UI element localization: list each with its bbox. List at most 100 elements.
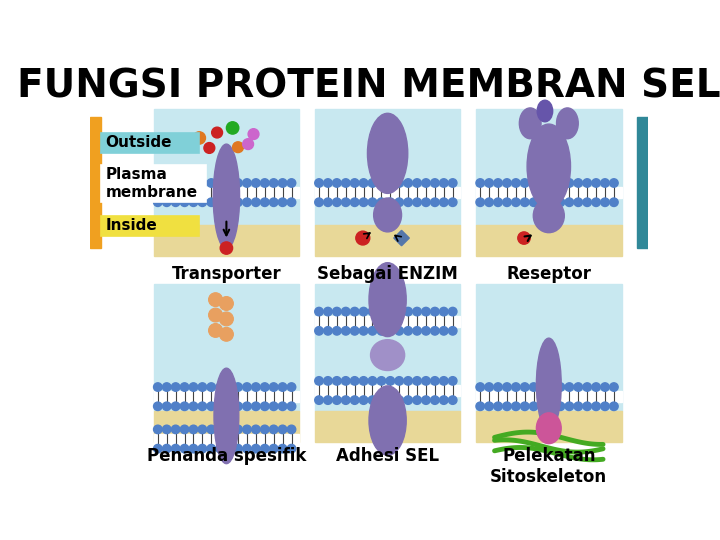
Circle shape	[565, 402, 574, 410]
Ellipse shape	[527, 124, 570, 209]
Circle shape	[180, 402, 189, 410]
Circle shape	[269, 402, 278, 410]
Circle shape	[171, 425, 180, 434]
Circle shape	[333, 307, 341, 316]
Ellipse shape	[537, 100, 553, 122]
Circle shape	[359, 327, 368, 335]
Bar	[476, 392, 621, 402]
Circle shape	[422, 179, 431, 187]
Circle shape	[494, 198, 503, 206]
Circle shape	[494, 402, 503, 410]
Circle shape	[189, 179, 198, 187]
Circle shape	[547, 402, 556, 410]
Circle shape	[153, 198, 162, 206]
Circle shape	[324, 327, 332, 335]
Text: Outside: Outside	[106, 135, 172, 150]
Circle shape	[341, 396, 350, 404]
Ellipse shape	[536, 338, 561, 430]
Circle shape	[476, 383, 485, 391]
Circle shape	[209, 323, 222, 338]
Circle shape	[220, 327, 233, 341]
Circle shape	[171, 198, 180, 206]
Circle shape	[359, 307, 368, 316]
Circle shape	[287, 383, 296, 391]
Circle shape	[574, 383, 582, 391]
Circle shape	[592, 198, 600, 206]
Circle shape	[341, 198, 350, 206]
Circle shape	[377, 179, 386, 187]
Circle shape	[198, 425, 207, 434]
Circle shape	[529, 383, 538, 391]
Circle shape	[216, 179, 225, 187]
Circle shape	[556, 179, 564, 187]
Circle shape	[512, 402, 520, 410]
Circle shape	[359, 396, 368, 404]
Circle shape	[171, 383, 180, 391]
Circle shape	[251, 383, 260, 391]
Circle shape	[404, 198, 413, 206]
Circle shape	[600, 198, 609, 206]
Circle shape	[153, 383, 162, 391]
Circle shape	[279, 402, 287, 410]
Circle shape	[529, 198, 538, 206]
Circle shape	[439, 198, 448, 206]
Circle shape	[193, 132, 205, 144]
Bar	[101, 215, 199, 236]
Circle shape	[439, 377, 448, 385]
Bar	[153, 411, 300, 442]
Circle shape	[518, 232, 530, 244]
Circle shape	[512, 383, 520, 391]
Circle shape	[610, 383, 618, 391]
Circle shape	[386, 198, 395, 206]
Circle shape	[163, 383, 171, 391]
Circle shape	[529, 402, 538, 410]
Circle shape	[261, 198, 269, 206]
Circle shape	[212, 127, 222, 138]
Circle shape	[234, 425, 243, 434]
Circle shape	[333, 396, 341, 404]
Circle shape	[413, 327, 421, 335]
Circle shape	[356, 231, 370, 245]
Bar	[153, 284, 300, 411]
Bar	[315, 284, 461, 411]
Circle shape	[209, 308, 222, 322]
Circle shape	[395, 307, 403, 316]
Circle shape	[269, 198, 278, 206]
Circle shape	[547, 383, 556, 391]
Circle shape	[189, 402, 198, 410]
Circle shape	[287, 444, 296, 453]
Circle shape	[243, 139, 253, 150]
Circle shape	[234, 444, 243, 453]
Circle shape	[180, 383, 189, 391]
Circle shape	[261, 425, 269, 434]
Bar	[476, 284, 621, 411]
Circle shape	[315, 377, 323, 385]
Circle shape	[351, 198, 359, 206]
Bar	[153, 110, 300, 225]
Circle shape	[234, 383, 243, 391]
Circle shape	[449, 327, 457, 335]
Circle shape	[234, 198, 243, 206]
Ellipse shape	[367, 113, 408, 193]
Circle shape	[565, 383, 574, 391]
Circle shape	[315, 396, 323, 404]
Circle shape	[204, 143, 215, 153]
Circle shape	[315, 198, 323, 206]
Circle shape	[368, 198, 377, 206]
Circle shape	[449, 307, 457, 316]
Circle shape	[279, 198, 287, 206]
Circle shape	[503, 198, 511, 206]
Text: Sebagai ENZIM: Sebagai ENZIM	[318, 265, 458, 283]
Circle shape	[413, 198, 421, 206]
Text: Transporter: Transporter	[171, 265, 282, 283]
Circle shape	[565, 179, 574, 187]
Circle shape	[449, 396, 457, 404]
Circle shape	[207, 383, 215, 391]
Bar	[637, 117, 648, 248]
Circle shape	[341, 179, 350, 187]
Circle shape	[351, 396, 359, 404]
Bar	[315, 225, 461, 256]
Circle shape	[189, 383, 198, 391]
Circle shape	[333, 377, 341, 385]
Circle shape	[368, 396, 377, 404]
